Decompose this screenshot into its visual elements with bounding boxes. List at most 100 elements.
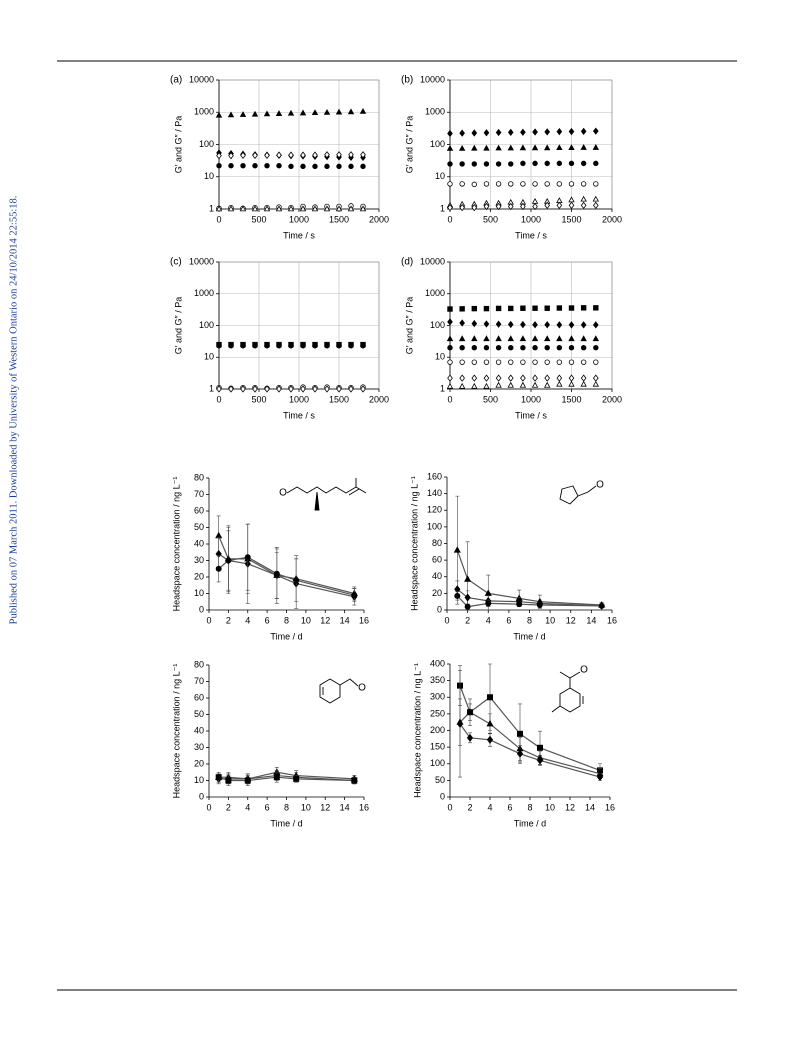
- structure-atom: O: [358, 683, 366, 694]
- marker: [216, 341, 222, 348]
- marker: [459, 204, 465, 212]
- y-tick-label: 1: [440, 383, 445, 393]
- marker: [454, 592, 461, 599]
- marker: [592, 195, 600, 202]
- x-tick-label: 0: [216, 394, 221, 404]
- marker: [532, 321, 538, 329]
- marker: [359, 205, 367, 212]
- marker: [580, 201, 587, 209]
- marker: [495, 381, 502, 388]
- marker: [458, 335, 466, 342]
- x-tick-label: 0: [447, 394, 452, 404]
- marker: [348, 163, 354, 170]
- y-tick-label: 10: [435, 171, 445, 181]
- marker: [580, 160, 587, 167]
- marker: [592, 144, 600, 150]
- y-tick-label: 0: [437, 604, 442, 614]
- marker: [447, 129, 453, 138]
- x-axis-label: Time / s: [283, 230, 315, 240]
- marker: [598, 602, 605, 609]
- y-tick-label: 100: [430, 320, 445, 330]
- marker: [252, 151, 258, 160]
- x-tick-label: 10: [301, 802, 311, 812]
- x-tick-label: 1500: [561, 394, 581, 404]
- marker: [360, 341, 366, 348]
- marker: [263, 205, 271, 212]
- y-tick-label: 50: [435, 775, 445, 785]
- marker: [483, 144, 490, 151]
- marker: [520, 181, 526, 187]
- marker: [336, 385, 342, 393]
- x-tick-label: 1000: [521, 214, 541, 224]
- marker: [544, 321, 551, 329]
- marker: [483, 202, 490, 211]
- marker: [495, 374, 502, 382]
- marker: [447, 359, 453, 365]
- marker: [556, 380, 563, 387]
- y-tick-label: 50: [194, 709, 204, 719]
- marker: [300, 385, 306, 393]
- y-tick-label: 40: [194, 538, 204, 548]
- marker: [216, 163, 222, 169]
- marker: [543, 144, 551, 151]
- marker: [592, 127, 599, 135]
- marker: [592, 321, 599, 329]
- y-tick-label: 40: [194, 725, 204, 735]
- marker: [507, 374, 514, 382]
- marker: [495, 359, 502, 365]
- marker: [288, 151, 294, 159]
- marker: [293, 775, 300, 782]
- marker: [446, 335, 454, 342]
- marker: [239, 205, 247, 212]
- marker: [471, 382, 478, 389]
- marker: [244, 777, 251, 784]
- structure: [286, 478, 597, 713]
- x-tick-label: 14: [340, 615, 350, 625]
- marker: [520, 344, 526, 351]
- x-tick-label: 1500: [561, 214, 581, 224]
- marker: [348, 341, 354, 348]
- marker: [240, 385, 246, 393]
- marker: [336, 163, 342, 170]
- y-tick-label: 60: [194, 505, 204, 515]
- marker: [324, 385, 330, 393]
- marker: [483, 335, 490, 342]
- marker: [556, 374, 563, 382]
- x-tick-label: 6: [265, 615, 270, 625]
- x-tick-label: 2000: [369, 214, 389, 224]
- marker: [312, 341, 318, 348]
- x-axis-label: Time / d: [513, 631, 545, 641]
- marker: [519, 335, 527, 342]
- marker: [531, 381, 539, 388]
- marker: [580, 335, 587, 342]
- marker: [227, 205, 235, 212]
- marker: [447, 344, 453, 351]
- y-tick-label: 100: [199, 320, 214, 330]
- y-tick-label: 300: [430, 692, 445, 702]
- marker: [287, 109, 295, 116]
- marker: [495, 305, 502, 312]
- marker: [556, 128, 563, 136]
- structure-atom: O: [279, 488, 287, 499]
- structure-atom: O: [580, 665, 588, 676]
- x-tick-label: 12: [565, 802, 575, 812]
- marker: [532, 181, 538, 187]
- marker: [447, 161, 453, 167]
- y-tick-label: 0: [440, 791, 445, 801]
- marker: [360, 151, 366, 159]
- marker: [580, 374, 587, 382]
- marker: [312, 151, 318, 159]
- marker: [517, 730, 524, 737]
- marker: [568, 344, 575, 351]
- x-axis-label: Time / s: [515, 410, 547, 420]
- marker: [593, 181, 599, 187]
- marker: [360, 163, 366, 170]
- marker: [536, 602, 543, 609]
- marker: [543, 381, 551, 388]
- marker: [351, 777, 358, 784]
- y-tick-label: 1000: [194, 107, 214, 117]
- y-axis-label: G′ and G″ / Pa: [404, 116, 414, 173]
- marker: [360, 385, 366, 393]
- marker: [495, 161, 502, 167]
- marker: [592, 335, 600, 342]
